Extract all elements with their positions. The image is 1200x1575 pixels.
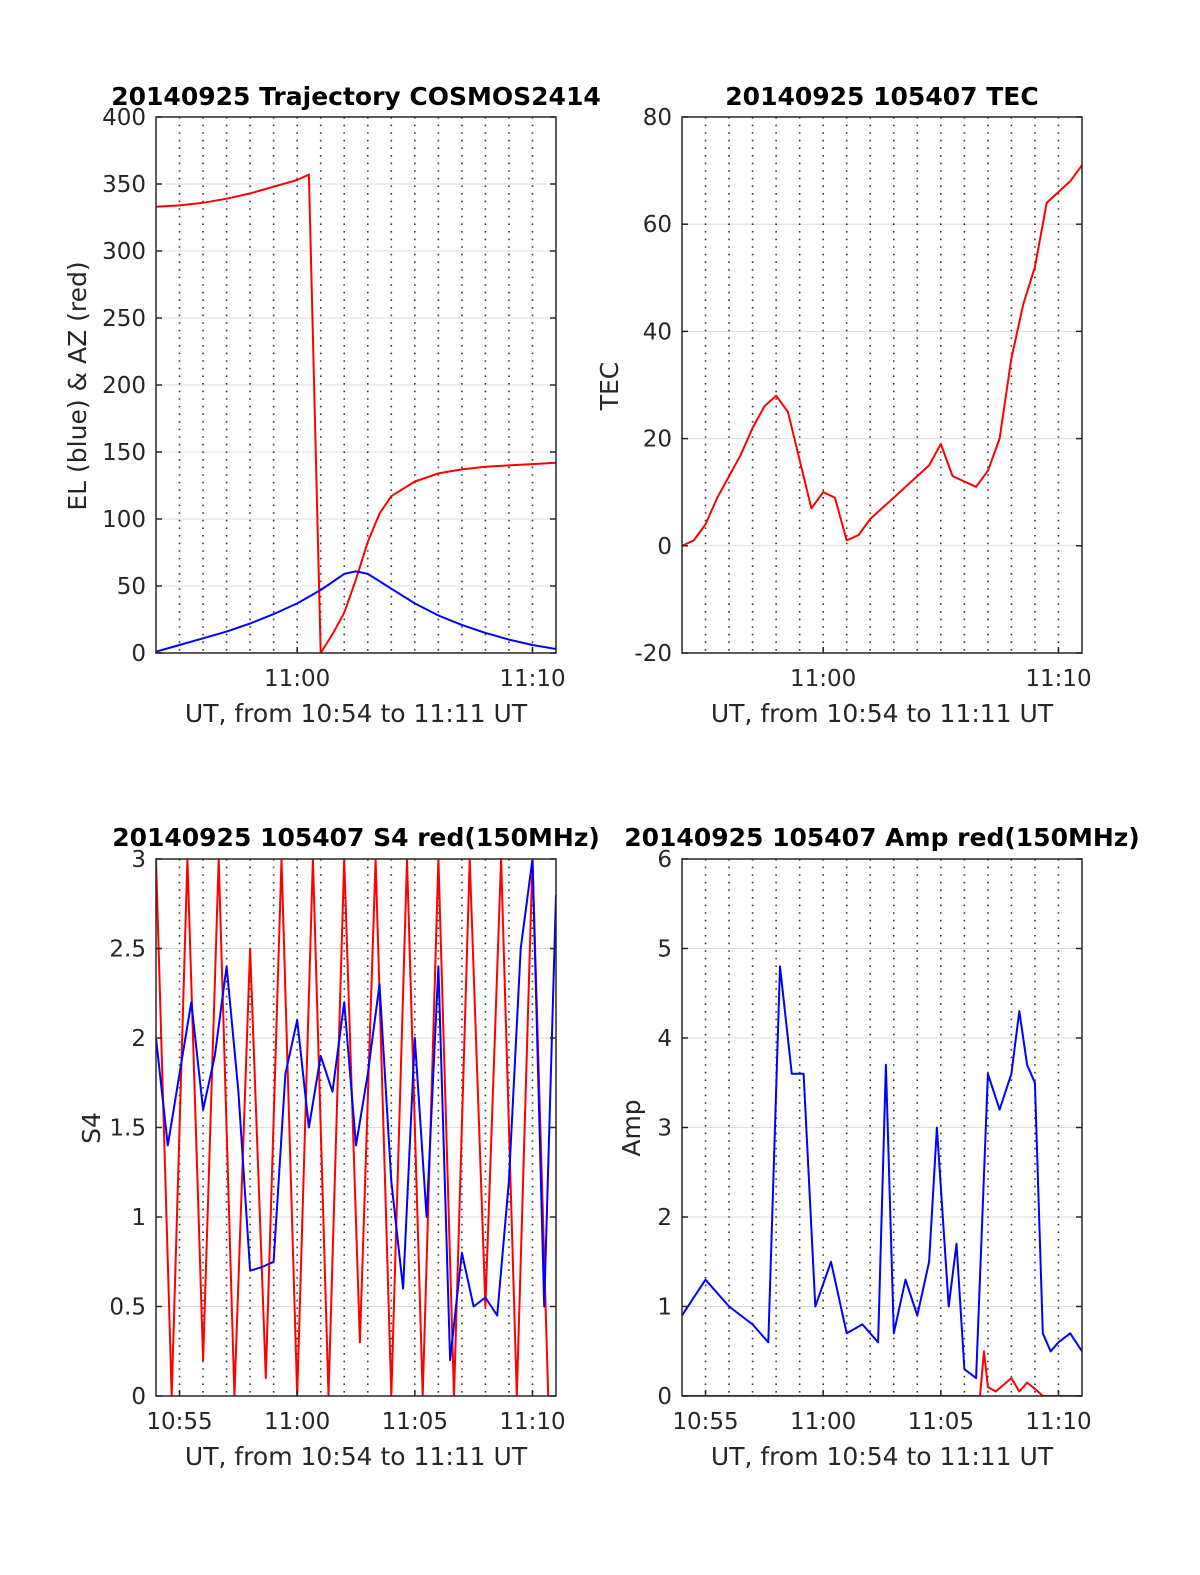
amp-ytick-label: 5	[657, 937, 672, 963]
amp-ytick-label: 1	[657, 1295, 672, 1321]
s4-chart: 20140925 105407 S4 red(150MHz) UT, from …	[77, 823, 600, 1471]
s4-xtick-label: 11:05	[382, 1409, 448, 1435]
s4-ytick-label: 2.5	[109, 937, 146, 963]
tec-xtick-label: 11:00	[790, 666, 856, 692]
s4-ytick-label: 1.5	[109, 1116, 146, 1142]
tec-xtick-label: 11:10	[1025, 666, 1091, 692]
s4-ylabel: S4	[77, 1112, 106, 1144]
amp-xlabel: UT, from 10:54 to 11:11 UT	[711, 1442, 1054, 1471]
trajectory-ytick-label: 150	[102, 440, 146, 466]
amp-series-line	[682, 1350, 1082, 1396]
amp-chart: 20140925 105407 Amp red(150MHz) UT, from…	[617, 823, 1140, 1471]
tec-ytick-label: 20	[643, 427, 672, 453]
trajectory-ytick-label: 250	[102, 306, 146, 332]
tec-ylabel: TEC	[595, 362, 624, 412]
trajectory-series-line	[156, 570, 556, 653]
tec-series-line	[682, 164, 1082, 547]
tec-ytick-label: 80	[643, 105, 672, 131]
s4-xtick-label: 10:55	[146, 1409, 212, 1435]
s4-xlabel: UT, from 10:54 to 11:11 UT	[185, 1442, 528, 1471]
trajectory-ytick-label: 200	[102, 373, 146, 399]
tec-ytick-label: 40	[643, 319, 672, 345]
tec-chart: 20140925 105407 TEC UT, from 10:54 to 11…	[595, 82, 1092, 728]
s4-ytick-label: 1	[131, 1205, 146, 1231]
trajectory-ytick-label: 350	[102, 172, 146, 198]
amp-ytick-label: 4	[657, 1026, 672, 1052]
tec-title: 20140925 105407 TEC	[725, 82, 1038, 111]
s4-xtick-label: 11:10	[499, 1409, 565, 1435]
tec-axes-box	[681, 116, 1083, 654]
amp-ytick-label: 2	[657, 1205, 672, 1231]
trajectory-xtick-label: 11:00	[264, 666, 330, 692]
trajectory-xlabel: UT, from 10:54 to 11:11 UT	[185, 699, 528, 728]
s4-ytick-label: 3	[131, 847, 146, 873]
s4-series-line	[156, 859, 556, 1362]
s4-ytick-label: 0	[131, 1384, 146, 1410]
tec-ytick-label: 60	[643, 212, 672, 238]
trajectory-chart: 20140925 Trajectory COSMOS2414 UT, from …	[63, 82, 601, 728]
s4-ytick-label: 0.5	[109, 1295, 146, 1321]
trajectory-series-line	[156, 173, 556, 653]
s4-ytick-label: 2	[131, 1026, 146, 1052]
amp-ytick-label: 3	[657, 1116, 672, 1142]
s4-title: 20140925 105407 S4 red(150MHz)	[112, 823, 600, 852]
trajectory-ytick-label: 400	[102, 105, 146, 131]
amp-ylabel: Amp	[617, 1099, 646, 1156]
amp-ytick-label: 0	[657, 1384, 672, 1410]
amp-xtick-label: 10:55	[672, 1409, 738, 1435]
tec-ytick-label: -20	[634, 641, 672, 667]
amp-xtick-label: 11:10	[1025, 1409, 1091, 1435]
trajectory-ytick-label: 100	[102, 507, 146, 533]
amp-ytick-label: 6	[657, 847, 672, 873]
trajectory-xtick-label: 11:10	[499, 666, 565, 692]
trajectory-ytick-label: 50	[117, 574, 146, 600]
amp-title: 20140925 105407 Amp red(150MHz)	[624, 823, 1140, 852]
amp-xtick-label: 11:00	[790, 1409, 856, 1435]
trajectory-ytick-label: 300	[102, 239, 146, 265]
trajectory-title: 20140925 Trajectory COSMOS2414	[111, 82, 601, 111]
trajectory-ylabel: EL (blue) & AZ (red)	[63, 261, 92, 510]
amp-series-line	[682, 965, 1082, 1380]
amp-xtick-label: 11:05	[908, 1409, 974, 1435]
s4-xtick-label: 11:00	[264, 1409, 330, 1435]
tec-ytick-label: 0	[657, 534, 672, 560]
tec-xlabel: UT, from 10:54 to 11:11 UT	[711, 699, 1054, 728]
trajectory-ytick-label: 0	[131, 641, 146, 667]
